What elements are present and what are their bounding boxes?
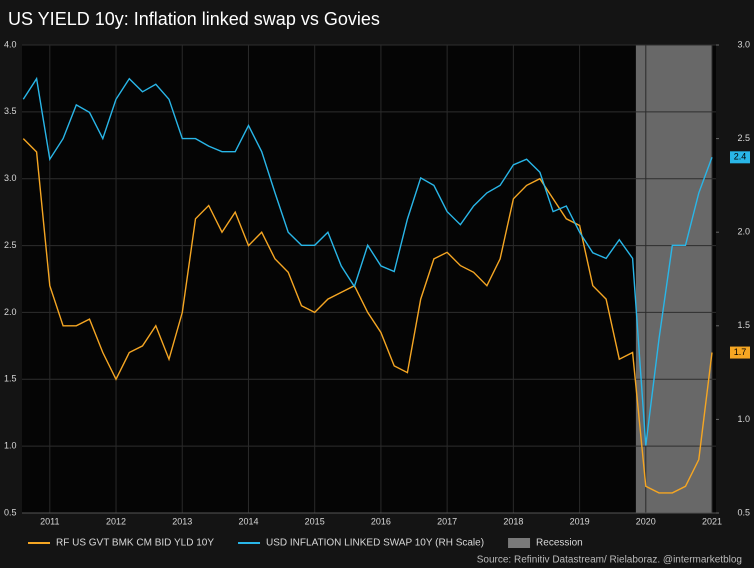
legend-label: RF US GVT BMK CM BID YLD 10Y bbox=[56, 538, 214, 549]
y-tick-label: 3.0 bbox=[4, 173, 17, 183]
last-value-box bbox=[730, 151, 750, 164]
last-value-label: 2.4 bbox=[734, 152, 747, 162]
y-tick-label: 1.0 bbox=[4, 441, 17, 451]
plot-area bbox=[22, 45, 716, 513]
y2-tick-label: 2.0 bbox=[737, 227, 750, 237]
recession-band bbox=[635, 45, 713, 513]
chart-title: US YIELD 10y: Inflation linked swap vs G… bbox=[8, 9, 380, 29]
x-tick-label: 2018 bbox=[503, 516, 523, 526]
y-tick-label: 3.5 bbox=[4, 106, 17, 116]
y2-tick-label: 3.0 bbox=[737, 39, 750, 49]
legend-label: Recession bbox=[536, 538, 583, 549]
x-tick-label: 2020 bbox=[636, 516, 656, 526]
series-line bbox=[22, 76, 713, 446]
last-value-label: 1.7 bbox=[734, 347, 747, 357]
x-tick-label: 2011 bbox=[40, 516, 59, 526]
y-tick-label: 0.5 bbox=[4, 507, 17, 517]
y-tick-label: 4.0 bbox=[4, 39, 17, 49]
x-tick-label: 2013 bbox=[172, 516, 192, 526]
x-tick-label: 2017 bbox=[437, 516, 457, 526]
source-note: Source: Refinitiv Datastream/ Rielaboraz… bbox=[477, 555, 742, 566]
series-line bbox=[22, 138, 713, 494]
y2-tick-label: 1.0 bbox=[737, 414, 750, 424]
x-tick-label: 2016 bbox=[371, 516, 391, 526]
x-tick-label: 2014 bbox=[238, 516, 258, 526]
y-tick-label: 1.5 bbox=[4, 374, 17, 384]
legend-swatch bbox=[508, 538, 531, 548]
x-tick-label: 2021 bbox=[702, 516, 722, 526]
x-tick-label: 2012 bbox=[106, 516, 126, 526]
x-tick-label: 2019 bbox=[570, 516, 590, 526]
legend-label: USD INFLATION LINKED SWAP 10Y (RH Scale) bbox=[266, 538, 484, 549]
y-tick-label: 2.5 bbox=[4, 240, 17, 250]
y2-tick-label: 0.5 bbox=[737, 507, 750, 517]
x-tick-label: 2015 bbox=[305, 516, 325, 526]
y-tick-label: 2.0 bbox=[4, 307, 17, 317]
y2-tick-label: 2.5 bbox=[737, 133, 750, 143]
y2-tick-label: 1.5 bbox=[737, 320, 750, 330]
last-value-box bbox=[730, 346, 750, 359]
